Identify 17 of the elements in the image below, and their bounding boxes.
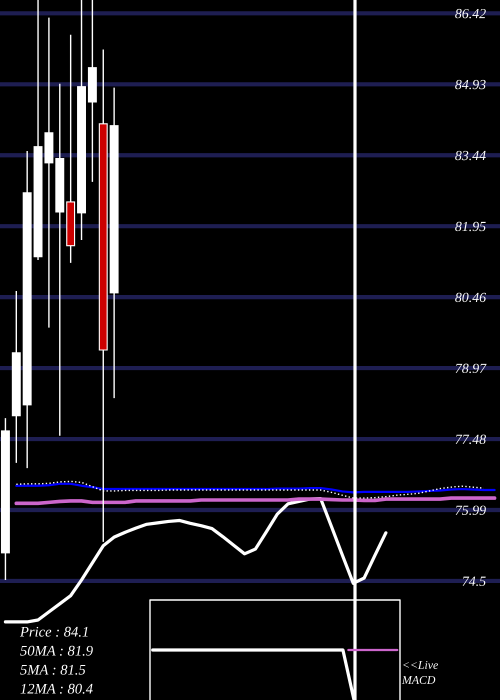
y-tick-label: 74.5 <box>462 576 486 586</box>
y-tick-label: 83.44 <box>455 150 486 160</box>
annotation: MACD <box>402 676 436 684</box>
y-tick-label: 81.95 <box>455 222 486 232</box>
y-tick-label: 78.97 <box>456 364 487 374</box>
y-tick-label: 84.93 <box>455 80 486 90</box>
annotation: <<Live <box>403 661 438 669</box>
annotation: 12MA : 80.4 <box>20 684 93 694</box>
line-series <box>15 482 496 494</box>
annotation: 5MA : 81.5 <box>20 664 86 675</box>
y-tick-label: 86.42 <box>455 8 486 18</box>
y-tick-label: 80.46 <box>455 292 486 302</box>
y-tick-label: 77.48 <box>456 434 486 444</box>
annotation: Price : 84.1 <box>20 626 88 637</box>
y-tick-label: 75.99 <box>456 506 486 516</box>
candlestick <box>44 16 54 328</box>
annotation: 50MA : 81.9 <box>20 646 93 656</box>
